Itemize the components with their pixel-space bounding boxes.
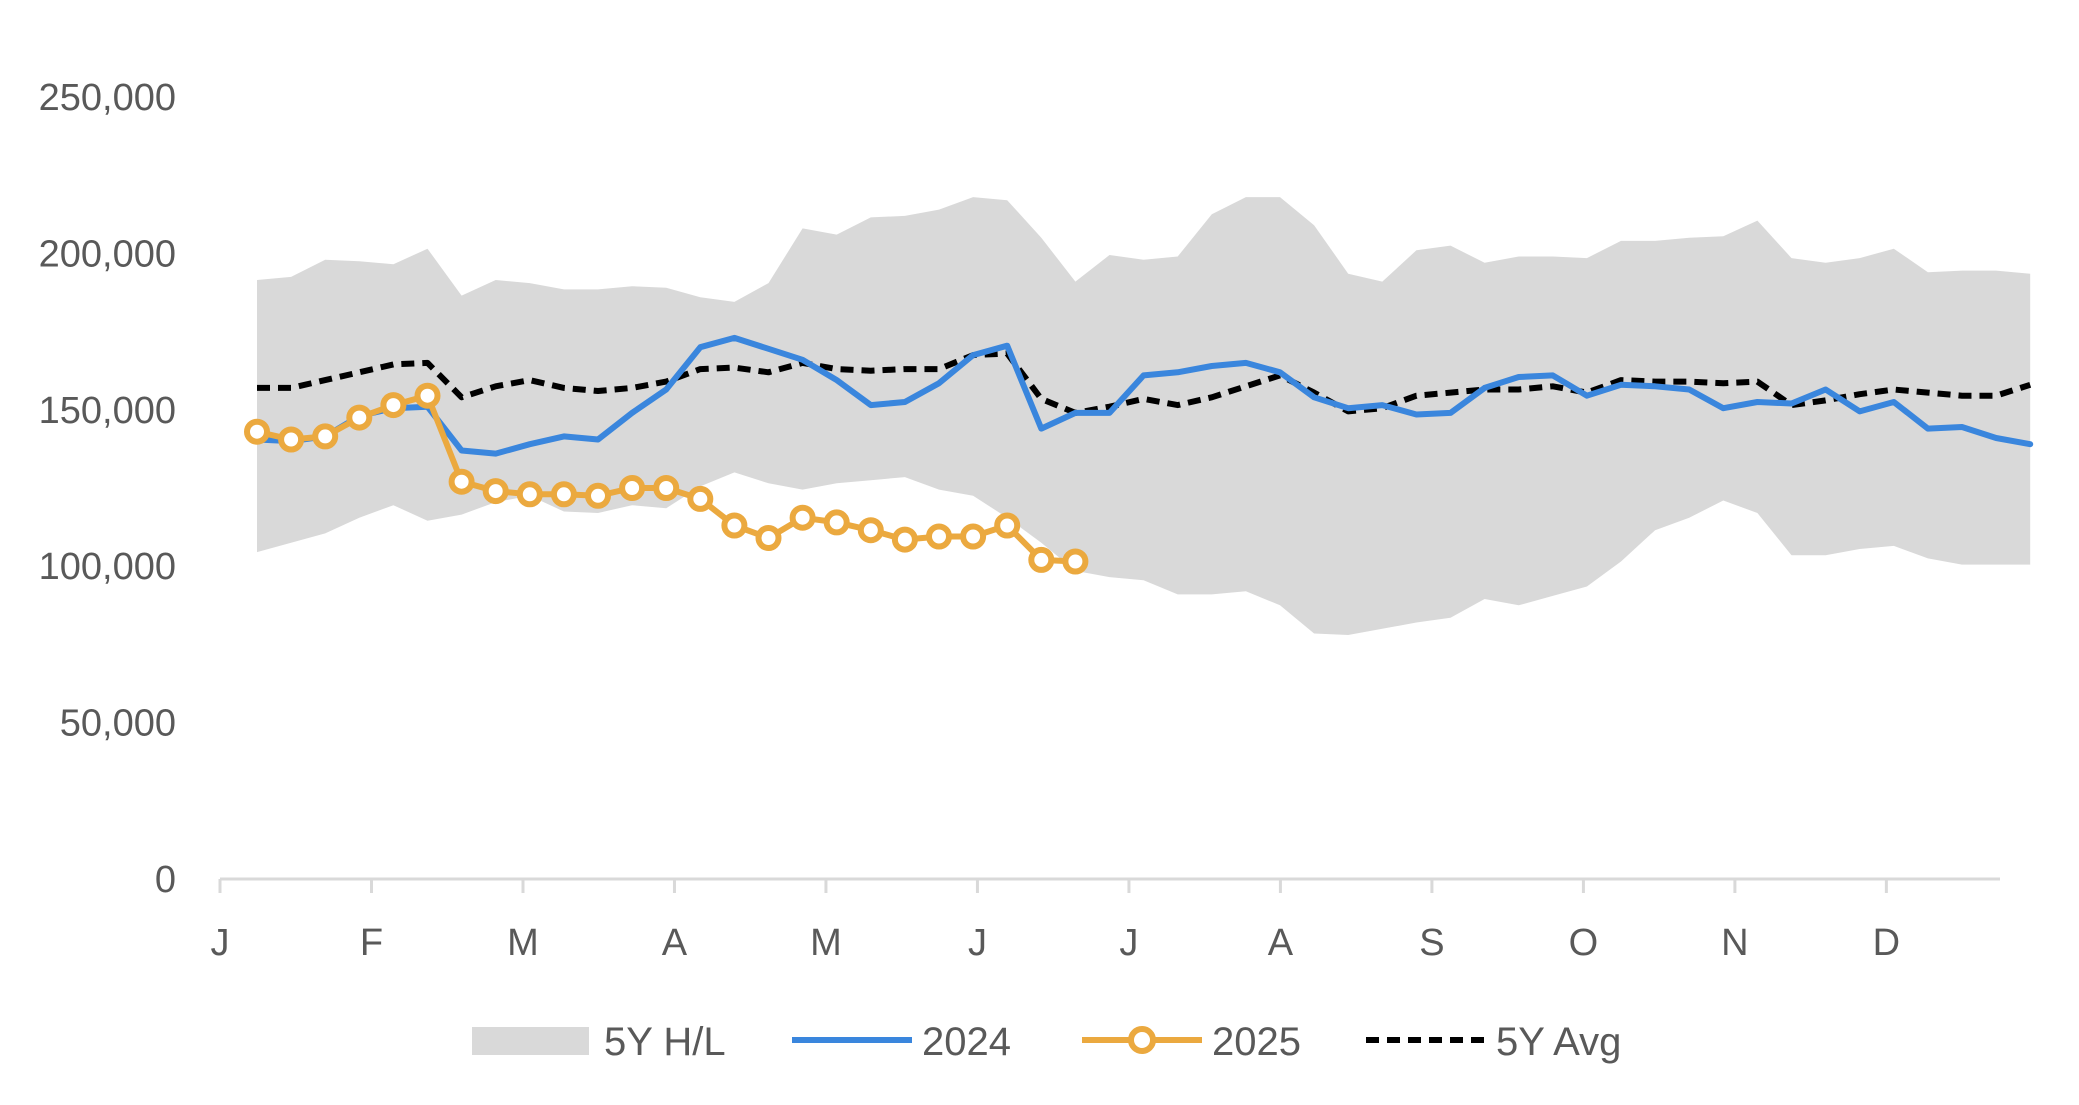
point-2025 [448,468,475,495]
point-2025 [857,517,884,544]
series-2025 [244,382,1089,575]
y-tick-label: 250,000 [39,77,176,119]
x-tick-label: J [968,922,987,964]
point-2025 [1028,546,1055,573]
legend-item-5y-avg: 5Y Avg [1366,1020,1621,1064]
point-2025 [278,426,305,453]
point-2025 [721,512,748,539]
x-tick-label: N [1721,922,1748,964]
legend-swatch-band [472,1027,589,1055]
point-2025 [380,392,407,419]
point-2025 [482,478,509,505]
point-2025 [653,475,680,501]
x-tick-label: J [1119,922,1138,964]
legend-item-2025: 2025 [1082,1020,1301,1064]
series-line-5y-avg [257,350,2032,416]
point-2025 [516,481,543,508]
point-2025 [994,512,1021,539]
x-tick-label: M [507,922,539,964]
band-area [257,197,2031,635]
y-tick-label: 50,000 [60,703,176,745]
series-2024 [254,334,2034,457]
y-tick-label: 0 [155,859,176,901]
band-layer [257,197,2031,635]
legend-label-2025: 2025 [1212,1020,1301,1064]
point-2025 [585,482,611,509]
legend-label-band: 5Y H/L [604,1020,726,1064]
x-tick-label: A [1268,922,1294,964]
point-2025 [1062,548,1089,575]
legend-marker-2025 [1128,1026,1156,1054]
x-tick-label: O [1569,922,1599,964]
legend-label-2024: 2024 [922,1020,1011,1064]
series-line-2024 [254,334,2034,457]
y-tick-label: 200,000 [39,233,176,275]
x-tick-label: M [810,922,842,964]
x-tick-label: J [211,922,230,964]
point-2025 [244,418,270,445]
point-2025 [312,423,339,450]
point-2025 [789,504,816,531]
point-2025 [926,523,952,550]
y-tick-label: 100,000 [39,546,176,588]
point-2025 [346,404,373,431]
point-2025 [891,526,918,553]
x-tick-label: A [662,922,688,964]
point-2025 [414,382,441,409]
point-2025 [755,525,782,551]
point-2025 [619,475,646,501]
point-2025 [687,485,714,512]
point-2025 [960,523,987,550]
series-5y-avg [257,350,2032,416]
point-2025 [550,481,577,508]
x-axis [218,877,2000,893]
point-2025 [823,509,850,536]
legend-item-2024: 2024 [792,1020,1011,1064]
legend-label-5y-avg: 5Y Avg [1496,1020,1621,1064]
legend: 5Y H/L 2024 2025 5Y Avg [472,1020,1621,1064]
y-tick-label: 150,000 [39,390,176,432]
legend-item-band: 5Y H/L [472,1020,726,1064]
x-tick-label: D [1873,922,1900,964]
x-tick-label: F [360,922,383,964]
x-tick-label: S [1419,922,1444,964]
y-axis-ticks: 0 50,000 100,000 150,000 200,000 250,000 [39,77,176,901]
